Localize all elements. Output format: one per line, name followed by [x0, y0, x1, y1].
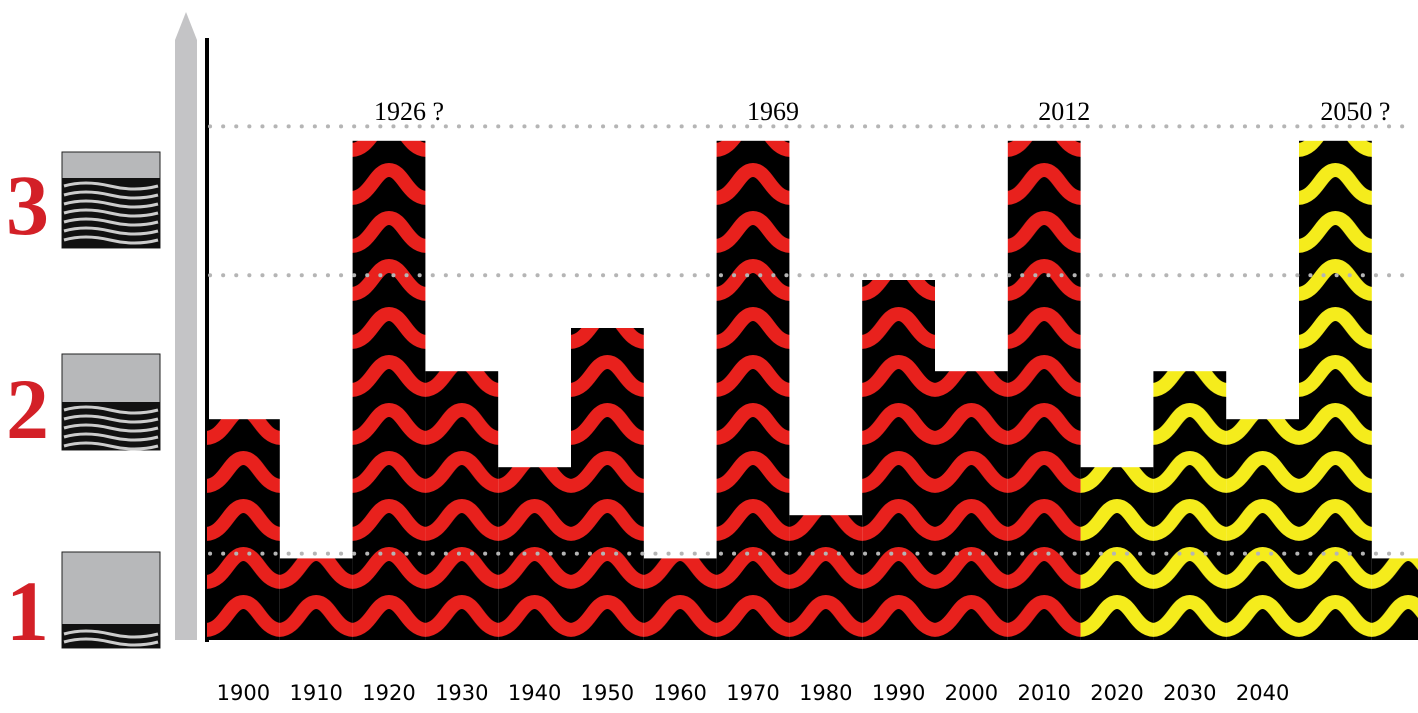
- bar: [207, 419, 280, 640]
- x-tick-label: 1900: [217, 681, 270, 705]
- bar: [425, 371, 499, 640]
- level-icon: [61, 151, 161, 249]
- bar: [1080, 467, 1154, 640]
- bar: [1299, 140, 1372, 641]
- x-tick-label: 1930: [435, 681, 488, 705]
- bar: [862, 280, 935, 640]
- bar: [789, 515, 863, 640]
- x-tick-label: 1980: [799, 681, 852, 705]
- annotation: 1969: [747, 97, 799, 126]
- annotation: 2050 ?: [1320, 97, 1390, 126]
- level-icon: [61, 353, 161, 451]
- x-tick-label: 1990: [872, 681, 925, 705]
- bar: [1371, 558, 1418, 640]
- bar: [1153, 371, 1227, 640]
- bar: [571, 328, 644, 640]
- level-label: 3: [6, 157, 49, 253]
- x-tick-label: 2040: [1236, 681, 1289, 705]
- x-tick-label: 2010: [1017, 681, 1070, 705]
- x-tick-label: 1950: [581, 681, 634, 705]
- level-icon: [61, 551, 161, 649]
- x-tick-label: 1970: [726, 681, 779, 705]
- bar: [935, 371, 1008, 640]
- bar: [352, 140, 426, 641]
- x-tick-label: 1920: [362, 681, 415, 705]
- bar: [279, 558, 353, 640]
- x-tick-label: 1960: [653, 681, 706, 705]
- x-tick-label: 2020: [1090, 681, 1143, 705]
- x-tick-label: 1910: [289, 681, 342, 705]
- x-tick-label: 2030: [1163, 681, 1216, 705]
- level-label: 2: [6, 361, 49, 457]
- x-tick-label: 2000: [945, 681, 998, 705]
- annotation: 1926 ?: [374, 97, 444, 126]
- axis-arrow: [175, 12, 197, 640]
- bar: [1226, 419, 1299, 640]
- bar: [716, 140, 790, 641]
- bar: [643, 558, 717, 640]
- bar: [498, 467, 571, 640]
- annotation: 2012: [1038, 97, 1090, 126]
- level-label: 1: [6, 563, 49, 659]
- bar: [1007, 140, 1081, 641]
- x-tick-label: 1940: [508, 681, 561, 705]
